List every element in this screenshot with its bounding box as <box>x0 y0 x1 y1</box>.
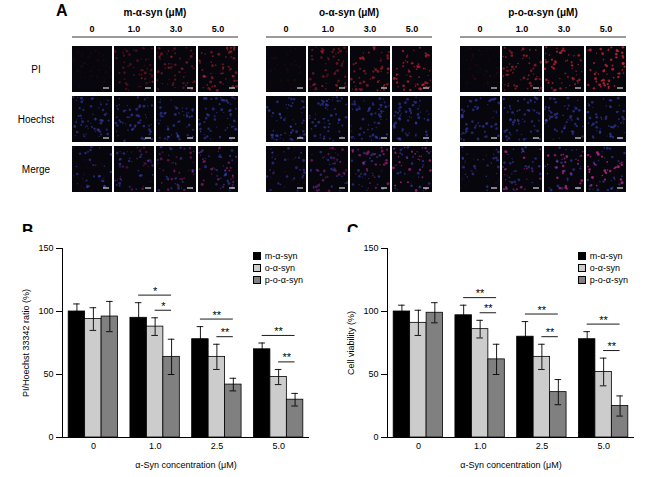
svg-text:1.0: 1.0 <box>516 24 529 34</box>
svg-text:3.0: 3.0 <box>170 24 183 34</box>
svg-text:2.5: 2.5 <box>536 441 549 451</box>
html-text:B: B <box>22 222 34 239</box>
svg-text:**: ** <box>608 340 617 352</box>
svg-text:A: A <box>56 2 68 19</box>
html-text:p-o-α-syn: p-o-α-syn <box>589 275 628 285</box>
svg-text:100: 100 <box>38 306 53 316</box>
svg-text:0: 0 <box>48 432 53 442</box>
svg-text:5.0: 5.0 <box>406 24 419 34</box>
svg-text:5.0: 5.0 <box>597 441 610 451</box>
svg-text:**: ** <box>476 287 485 299</box>
svg-text:0: 0 <box>416 441 421 451</box>
svg-text:**: ** <box>546 326 555 338</box>
svg-text:0: 0 <box>373 432 378 442</box>
html-text:m-α-syn: m-α-syn <box>264 251 298 261</box>
svg-text:**: ** <box>274 325 283 337</box>
svg-text:50: 50 <box>43 369 53 379</box>
svg-text:3.0: 3.0 <box>364 24 377 34</box>
svg-text:Hoechst: Hoechst <box>18 114 55 125</box>
svg-text:0: 0 <box>477 24 482 34</box>
svg-text:0: 0 <box>283 24 288 34</box>
html-text:m-α-syn: m-α-syn <box>589 251 623 261</box>
svg-text:2.5: 2.5 <box>211 441 224 451</box>
svg-text:0: 0 <box>91 441 96 451</box>
html-text:C: C <box>347 222 359 239</box>
svg-text:**: ** <box>221 326 230 338</box>
svg-text:1.0: 1.0 <box>149 441 162 451</box>
svg-text:150: 150 <box>363 243 378 253</box>
svg-text:o-α-syn (μM): o-α-syn (μM) <box>319 7 379 18</box>
svg-text:150: 150 <box>38 243 53 253</box>
svg-text:**: ** <box>599 314 608 326</box>
svg-text:*: * <box>153 285 158 297</box>
svg-text:5.0: 5.0 <box>272 441 285 451</box>
svg-text:1.0: 1.0 <box>128 24 141 34</box>
svg-text:*: * <box>161 300 166 312</box>
svg-text:Cell viability (%): Cell viability (%) <box>346 311 356 375</box>
svg-text:1.0: 1.0 <box>322 24 335 34</box>
svg-text:PI: PI <box>31 64 40 75</box>
svg-text:100: 100 <box>363 306 378 316</box>
html-text:o-α-syn: o-α-syn <box>264 263 295 273</box>
svg-text:PI/Hoechst 33342 ratio (%): PI/Hoechst 33342 ratio (%) <box>21 289 31 397</box>
svg-text:1.0: 1.0 <box>474 441 487 451</box>
svg-text:**: ** <box>283 351 292 363</box>
html-text:o-α-syn: o-α-syn <box>589 263 620 273</box>
html-text:p-o-α-syn: p-o-α-syn <box>264 275 303 285</box>
svg-text:5.0: 5.0 <box>212 24 225 34</box>
svg-text:**: ** <box>484 302 493 314</box>
svg-text:5.0: 5.0 <box>600 24 613 34</box>
svg-text:50: 50 <box>368 369 378 379</box>
svg-text:Merge: Merge <box>22 164 51 175</box>
svg-text:**: ** <box>213 309 222 321</box>
svg-text:p-o-α-syn (μM): p-o-α-syn (μM) <box>508 7 577 18</box>
svg-text:0: 0 <box>89 24 94 34</box>
svg-text:α-Syn concentration (μM): α-Syn concentration (μM) <box>460 460 561 470</box>
svg-text:3.0: 3.0 <box>558 24 571 34</box>
svg-text:**: ** <box>538 304 547 316</box>
svg-text:m-α-syn (μM): m-α-syn (μM) <box>124 7 187 18</box>
svg-text:α-Syn concentration (μM): α-Syn concentration (μM) <box>135 460 236 470</box>
